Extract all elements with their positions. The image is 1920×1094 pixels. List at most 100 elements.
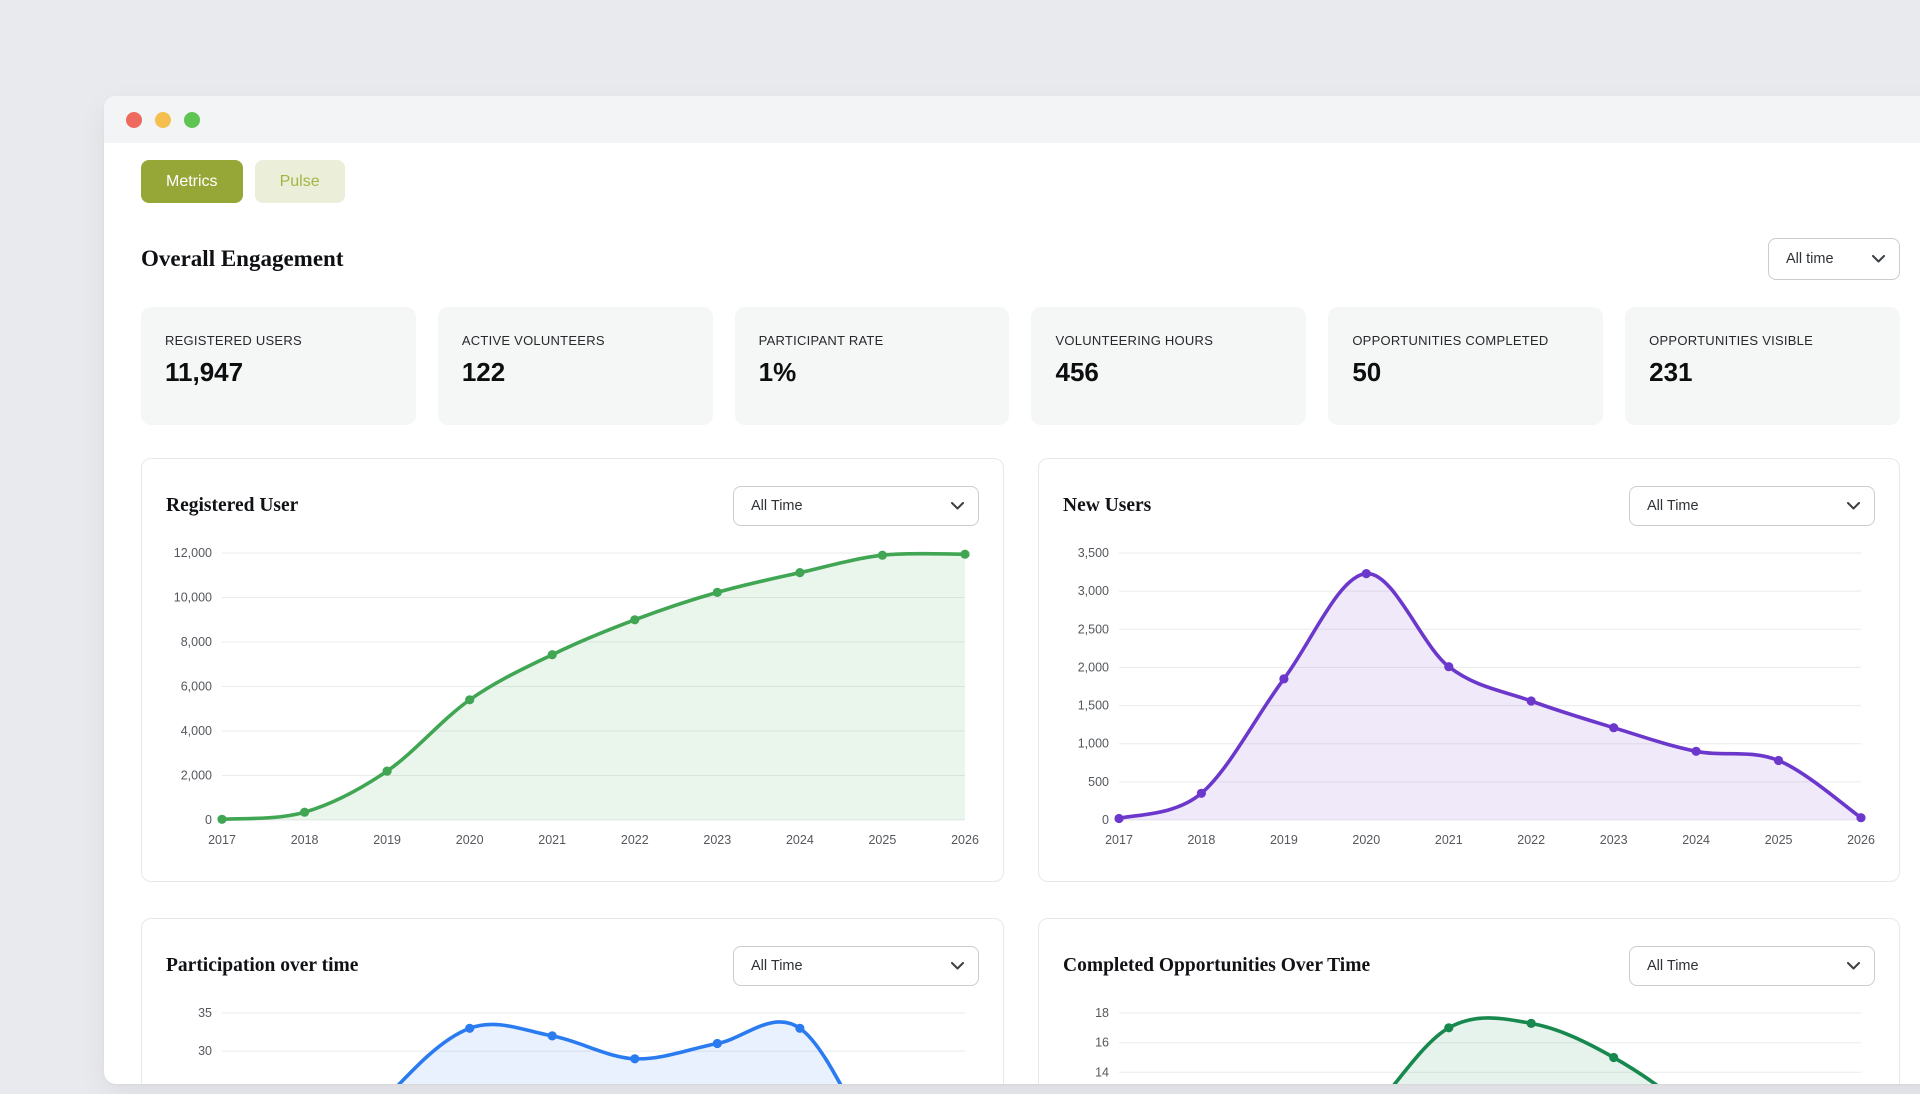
svg-text:2020: 2020 (1352, 833, 1380, 847)
svg-text:500: 500 (1088, 775, 1109, 789)
svg-text:2024: 2024 (1682, 833, 1710, 847)
select-value: All Time (751, 958, 803, 974)
zoom-button[interactable] (184, 111, 200, 128)
app-window: Metrics Pulse Overall Engagement All tim… (104, 96, 1920, 1084)
svg-text:10,000: 10,000 (174, 591, 212, 605)
svg-text:18: 18 (1095, 1006, 1109, 1020)
svg-text:1,500: 1,500 (1078, 699, 1109, 713)
stat-card-opportunities-completed: OPPORTUNITIES COMPLETED 50 (1328, 307, 1604, 425)
svg-text:2018: 2018 (291, 833, 319, 847)
svg-text:8,000: 8,000 (181, 635, 212, 649)
main-content: Metrics Pulse Overall Engagement All tim… (104, 160, 1920, 1084)
svg-text:2026: 2026 (1847, 833, 1875, 847)
stat-value: 11,947 (165, 357, 244, 387)
registered-user-time-select[interactable]: All Time (733, 486, 979, 526)
svg-text:0: 0 (1102, 813, 1109, 827)
chevron-down-icon (1872, 254, 1885, 262)
chart-title: Participation over time (166, 955, 359, 976)
svg-text:2020: 2020 (456, 833, 484, 847)
svg-text:14: 14 (1095, 1065, 1109, 1079)
svg-text:2023: 2023 (703, 833, 731, 847)
stat-label: OPPORTUNITIES VISIBLE (1649, 333, 1814, 348)
svg-text:2021: 2021 (538, 833, 566, 847)
chevron-down-icon (951, 502, 964, 510)
completed-opportunities-chart: 0246810121416182017201820192020202120222… (1063, 1001, 1875, 1084)
chart-card-registered-user: Registered User All Time 0 2,000 4,000 6,00… (141, 458, 1004, 882)
stat-value: 50 (1352, 357, 1382, 387)
stat-card-participant-rate: PARTICIPANT RATE 1% (734, 307, 1010, 425)
svg-text:1,000: 1,000 (1078, 737, 1109, 751)
svg-text:2,000: 2,000 (1078, 660, 1109, 674)
svg-text:2019: 2019 (373, 833, 401, 847)
stat-value: 122 (461, 357, 506, 387)
select-value: All Time (1647, 498, 1699, 514)
svg-text:16: 16 (1095, 1036, 1109, 1050)
section-header: Overall Engagement All time (141, 237, 1900, 280)
svg-text:2022: 2022 (1517, 833, 1545, 847)
stat-value: 456 (1055, 357, 1099, 387)
stats-row: REGISTERED USERS 11,947 ACTIVE VOLUNTEER… (141, 307, 1900, 425)
svg-text:0: 0 (205, 813, 212, 827)
stat-label: VOLUNTEERING HOURS (1055, 333, 1214, 348)
minimize-button[interactable] (155, 111, 171, 128)
svg-text:2025: 2025 (1765, 833, 1793, 847)
tab-metrics[interactable]: Metrics (141, 160, 243, 203)
chart-header: Completed Opportunities Over Time All Ti… (1063, 945, 1875, 987)
svg-text:3,000: 3,000 (1078, 584, 1109, 598)
chart-header: New Users All Time (1063, 485, 1875, 527)
stat-card-active-volunteers: ACTIVE VOLUNTEERS 122 (437, 307, 713, 425)
select-value: All Time (751, 498, 803, 514)
svg-text:30: 30 (198, 1044, 212, 1058)
svg-text:4,000: 4,000 (181, 724, 212, 738)
charts-grid: Registered User All Time 0 2,000 4,000 6,00… (141, 458, 1900, 1084)
participation-chart: 0510152025303520172018201920202021202220… (166, 1001, 979, 1084)
chevron-down-icon (1847, 962, 1860, 970)
registered-user-chart: 0 2,000 4,000 6,000 8,000 10,000 12,000 2017 201… (166, 541, 979, 858)
svg-text:2,500: 2,500 (1078, 622, 1109, 636)
svg-text:2,000: 2,000 (181, 769, 212, 783)
participation-time-select[interactable]: All Time (733, 946, 979, 986)
svg-text:2024: 2024 (786, 833, 814, 847)
svg-text:2019: 2019 (1270, 833, 1298, 847)
stat-card-registered-users: REGISTERED USERS 11,947 (141, 307, 416, 425)
chart-title: New Users (1063, 495, 1152, 516)
stat-value: 231 (1649, 357, 1693, 387)
chart-card-participation: Participation over time All Time 0510152… (141, 918, 1004, 1084)
svg-text:3,500: 3,500 (1078, 546, 1109, 560)
chart-card-completed-opportunities: Completed Opportunities Over Time All Ti… (1038, 918, 1900, 1084)
new-users-chart: 0 500 1,000 1,500 2,000 2,500 3,000 3,500 2017 20… (1063, 541, 1875, 858)
svg-text:6,000: 6,000 (181, 680, 212, 694)
tab-pulse[interactable]: Pulse (254, 160, 345, 203)
svg-text:2022: 2022 (621, 833, 649, 847)
svg-text:2023: 2023 (1600, 833, 1628, 847)
svg-text:2026: 2026 (951, 833, 979, 847)
chart-header: Registered User All Time (166, 485, 979, 527)
stat-card-volunteering-hours: VOLUNTEERING HOURS 456 (1031, 307, 1307, 425)
chart-card-new-users: New Users All Time 0 500 1,000 1,500 2,000 2,… (1038, 458, 1900, 882)
chart-title: Completed Opportunities Over Time (1063, 955, 1371, 976)
view-tabs: Metrics Pulse (141, 160, 1900, 203)
svg-text:2021: 2021 (1435, 833, 1463, 847)
chart-title: Registered User (166, 495, 299, 516)
svg-text:25: 25 (198, 1082, 212, 1084)
stat-label: ACTIVE VOLUNTEERS (461, 333, 605, 348)
stat-label: REGISTERED USERS (165, 333, 302, 348)
new-users-time-select[interactable]: All Time (1629, 486, 1875, 526)
svg-text:2017: 2017 (208, 833, 236, 847)
chevron-down-icon (1847, 502, 1860, 510)
completed-opportunities-time-select[interactable]: All Time (1629, 946, 1875, 986)
page-title: Overall Engagement (141, 245, 344, 271)
window-titlebar (104, 96, 1920, 143)
svg-text:2025: 2025 (868, 833, 896, 847)
svg-text:12,000: 12,000 (174, 546, 212, 560)
svg-text:2018: 2018 (1187, 833, 1215, 847)
select-value: All Time (1647, 958, 1699, 974)
time-filter-select[interactable]: All time (1768, 237, 1900, 280)
svg-text:2017: 2017 (1105, 833, 1133, 847)
close-button[interactable] (126, 111, 142, 128)
svg-text:35: 35 (198, 1006, 212, 1020)
stat-label: OPPORTUNITIES COMPLETED (1352, 333, 1549, 348)
stat-value: 1% (758, 357, 797, 387)
chevron-down-icon (951, 962, 964, 970)
chart-header: Participation over time All Time (166, 945, 979, 987)
